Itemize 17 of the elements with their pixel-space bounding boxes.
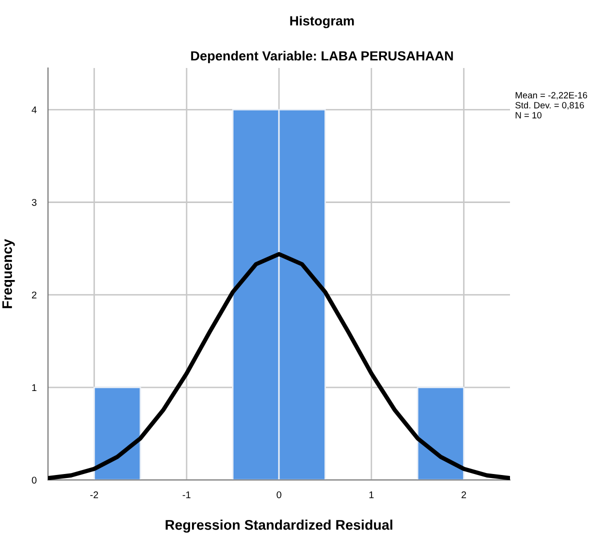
x-tick-label: 0 xyxy=(276,491,282,498)
y-tick-label: 2 xyxy=(32,292,36,298)
y-tick-label: 0 xyxy=(32,476,37,484)
text: N = 10 xyxy=(516,112,542,118)
x-tick-label: 1 xyxy=(369,491,374,498)
text: Mean = -2,22E-16 xyxy=(516,92,588,100)
x-axis-title: Regression Standardized Residual xyxy=(166,520,392,533)
y-tick-label: 1 xyxy=(32,384,36,391)
y-tick-label: 3 xyxy=(32,198,36,206)
text: Std. Dev. = 0,816 xyxy=(515,102,584,110)
x-tick-label: -1 xyxy=(182,491,190,498)
y-axis-title: Frequency xyxy=(2,238,15,308)
chart-title: Histogram xyxy=(290,16,354,28)
x-tick-label: -2 xyxy=(90,491,98,498)
y-tick-label: 4 xyxy=(32,106,37,114)
chart-subtitle: Dependent Variable: LABA PERUSAHAAN xyxy=(191,50,453,64)
x-tick-label: 2 xyxy=(462,491,466,498)
